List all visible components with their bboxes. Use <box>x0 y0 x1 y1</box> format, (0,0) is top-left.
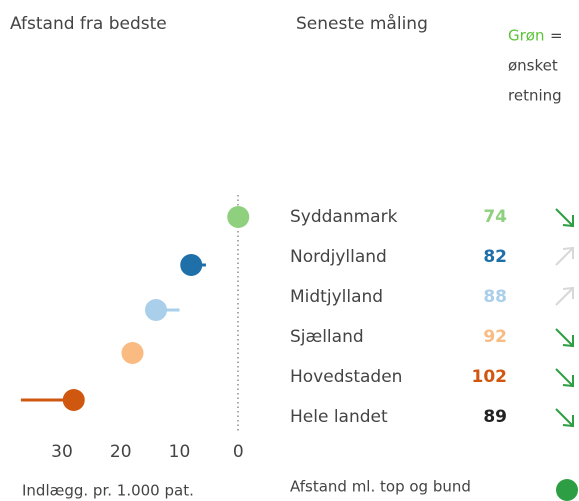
region-label: Sjælland <box>290 327 364 347</box>
x-tick-label: 20 <box>110 442 132 462</box>
x-tick-label: 10 <box>169 442 191 462</box>
latest-value: 102 <box>472 367 508 387</box>
x-tick-label: 30 <box>51 442 73 462</box>
trend-arrow-head <box>562 246 574 259</box>
region-label: Syddanmark <box>290 207 398 227</box>
dot <box>180 254 203 276</box>
latest-value: 89 <box>483 407 507 427</box>
column-title: Seneste måling <box>296 13 428 34</box>
latest-value: 92 <box>483 327 507 347</box>
trend-arrow-head <box>562 215 574 228</box>
legend-eq: = <box>550 27 563 45</box>
region-label: Hovedstaden <box>290 367 402 387</box>
dot <box>227 206 250 228</box>
legend-text: retning <box>508 87 562 105</box>
trend-arrow <box>555 408 573 426</box>
region-label: Nordjylland <box>290 247 387 267</box>
region-label: Hele landet <box>290 407 388 427</box>
column-title: Afstand fra bedste <box>10 14 167 34</box>
trend-arrow-head <box>562 286 574 299</box>
trend-arrow <box>555 328 573 346</box>
x-axis-label: Indlægg. pr. 1.000 pat. <box>22 482 194 500</box>
footer-legend-label: Afstand ml. top og bund <box>290 478 471 496</box>
trend-arrow <box>555 208 573 226</box>
trend-arrow-head <box>562 415 574 428</box>
trend-arrow-head <box>562 335 574 348</box>
footer-legend-dot <box>556 479 578 501</box>
dot <box>121 342 144 364</box>
legend-text: ønsket <box>508 57 558 75</box>
dot <box>62 389 85 411</box>
dot <box>145 299 167 321</box>
trend-arrow <box>555 288 573 306</box>
latest-value: 82 <box>483 247 507 267</box>
latest-value: 88 <box>483 287 507 307</box>
trend-arrow <box>555 248 573 266</box>
trend-arrow-head <box>562 375 574 388</box>
region-label: Midtjylland <box>290 287 383 307</box>
legend-green: Grøn <box>508 27 544 45</box>
x-tick-label: 0 <box>233 442 244 462</box>
latest-value: 74 <box>483 207 507 227</box>
trend-arrow <box>555 368 573 386</box>
